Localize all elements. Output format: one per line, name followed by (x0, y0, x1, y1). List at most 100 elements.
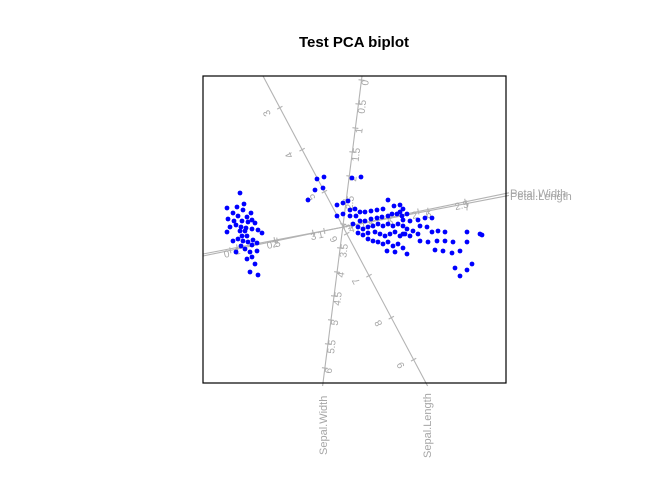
data-point (442, 229, 448, 235)
data-point (440, 248, 446, 254)
axis-tick-label-petal-width: 2 (411, 210, 419, 222)
data-point (244, 214, 250, 220)
data-point (384, 248, 390, 254)
axis-tick-petal-width (417, 208, 420, 215)
data-point (254, 240, 260, 246)
axis-tick-petal-length (311, 229, 315, 236)
data-point (227, 224, 233, 230)
data-point (380, 241, 386, 247)
data-point (321, 174, 327, 180)
data-point (404, 226, 410, 232)
axis-tick-label-sepal-width: 1.5 (351, 147, 364, 163)
data-point (249, 242, 255, 248)
data-point (334, 213, 340, 219)
axis-tick-label-sepal-width: 3 (342, 223, 354, 230)
data-point (379, 214, 385, 220)
data-point (235, 236, 241, 242)
axis-tick-petal-length (273, 237, 276, 244)
axis-tick-label-petal-length: 4 (348, 224, 356, 236)
data-point (239, 218, 245, 224)
data-point (355, 230, 361, 236)
data-point (255, 272, 261, 278)
axis-name-label-petal-width: Petal.Width (510, 188, 566, 200)
axis-tick-petal-width (276, 237, 279, 244)
axis-tick-petal-length (465, 200, 468, 207)
data-point (225, 216, 231, 222)
data-point (305, 197, 311, 203)
data-point (357, 209, 363, 215)
data-point (442, 238, 448, 244)
data-point (415, 231, 421, 237)
data-point (312, 187, 318, 193)
axis-tick-label-sepal-length: 5 (306, 191, 319, 201)
data-point (247, 269, 253, 275)
axis-tick-sepal-width (334, 271, 341, 274)
data-point (385, 221, 391, 227)
data-point (238, 224, 244, 230)
data-point (235, 213, 241, 219)
data-point (397, 202, 403, 208)
axis-tick-label-sepal-length: 4 (284, 149, 297, 159)
axis-tick-sepal-width (321, 367, 328, 370)
axis-tick-sepal-width (358, 79, 365, 82)
data-point (375, 239, 381, 245)
axis-tick-label-sepal-width: 5.5 (326, 339, 339, 355)
data-point (358, 174, 364, 180)
data-point (422, 215, 428, 221)
data-point (435, 228, 441, 234)
data-point (399, 213, 405, 219)
data-point (365, 236, 371, 242)
data-point (355, 224, 361, 230)
data-point (390, 223, 396, 229)
data-point (242, 246, 248, 252)
data-point (345, 198, 351, 204)
data-point (400, 231, 406, 237)
data-point (424, 224, 430, 230)
axis-tick-sepal-length (299, 147, 306, 152)
data-point (252, 261, 258, 267)
data-point (247, 249, 253, 255)
axis-tick-sepal-width (324, 343, 331, 346)
axis-tick-label-petal-width: 1 (317, 229, 325, 241)
data-point (407, 233, 413, 239)
axis-tick-label-petal-length: 5 (387, 217, 395, 229)
data-point (362, 209, 368, 215)
data-point (389, 211, 395, 217)
data-point (385, 239, 391, 245)
data-point (349, 175, 355, 181)
axis-tick-sepal-length (388, 315, 395, 320)
data-point (407, 218, 413, 224)
data-point (368, 208, 374, 214)
axis-name-label-sepal-length: Sepal.Length (422, 393, 434, 458)
data-point (374, 215, 380, 221)
data-point (390, 243, 396, 249)
axis-tick-sepal-width (330, 295, 338, 298)
scatter-points-layer (224, 174, 485, 279)
data-point (350, 221, 356, 227)
data-point (391, 203, 397, 209)
axis-tick-label-sepal-length: 8 (373, 317, 386, 327)
data-point (375, 221, 381, 227)
data-point (362, 218, 368, 224)
data-point (395, 221, 401, 227)
data-point (434, 238, 440, 244)
data-point (230, 210, 236, 216)
data-point (244, 256, 250, 262)
data-point (245, 219, 251, 225)
data-point (452, 265, 458, 271)
data-point (404, 251, 410, 257)
data-point (387, 231, 393, 237)
axis-tick-label-sepal-width: 0 (360, 79, 372, 86)
data-point (254, 248, 260, 254)
axis-tick-sepal-width (349, 151, 356, 154)
data-point (417, 223, 423, 229)
data-point (370, 238, 376, 244)
data-point (469, 261, 475, 267)
data-point (449, 250, 455, 256)
axis-tick-label-petal-width: 0 (223, 249, 231, 261)
axis-tick-label-petal-length: 2 (271, 239, 279, 251)
data-point (380, 223, 386, 229)
data-point (432, 247, 438, 253)
data-point (259, 230, 265, 236)
data-point (249, 217, 255, 223)
